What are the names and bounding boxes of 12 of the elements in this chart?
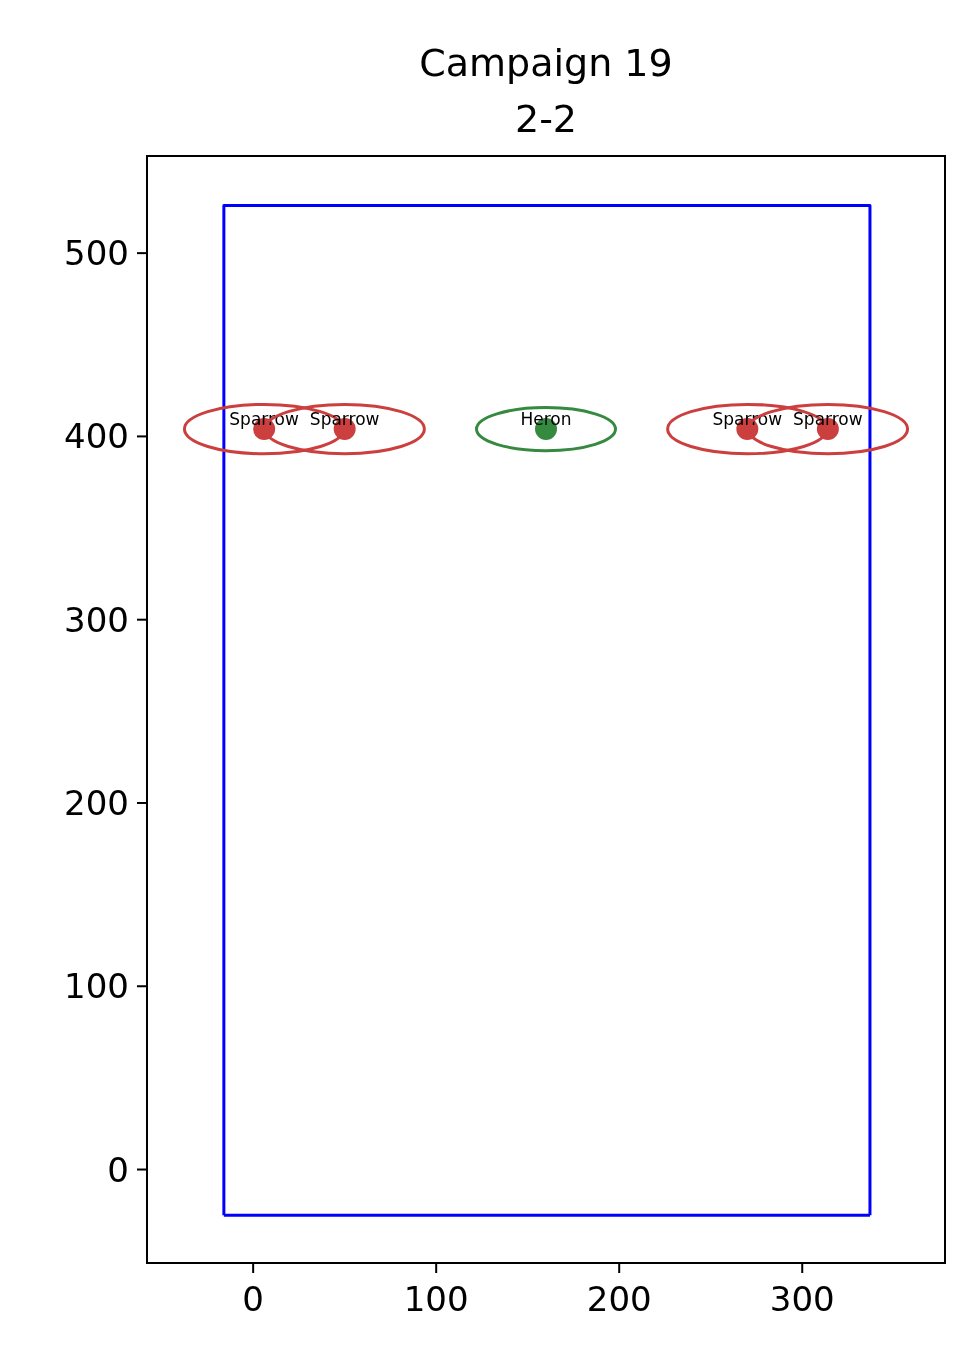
chart-title: Campaign 19 2-2 [419, 41, 673, 141]
y-tick-label: 0 [107, 1149, 129, 1190]
y-tick-label: 100 [64, 966, 129, 1007]
y-tick-label: 400 [64, 416, 129, 457]
y-tick-label: 300 [64, 599, 129, 640]
x-tick-label: 100 [403, 1279, 469, 1319]
series-label: Heron [520, 409, 572, 430]
y-tick-label: 200 [64, 782, 129, 823]
x-tick-label: 200 [586, 1279, 652, 1319]
y-tick-label: 500 [64, 233, 129, 274]
x-tick-label: 300 [769, 1279, 835, 1319]
x-tick-label: 0 [242, 1279, 264, 1319]
